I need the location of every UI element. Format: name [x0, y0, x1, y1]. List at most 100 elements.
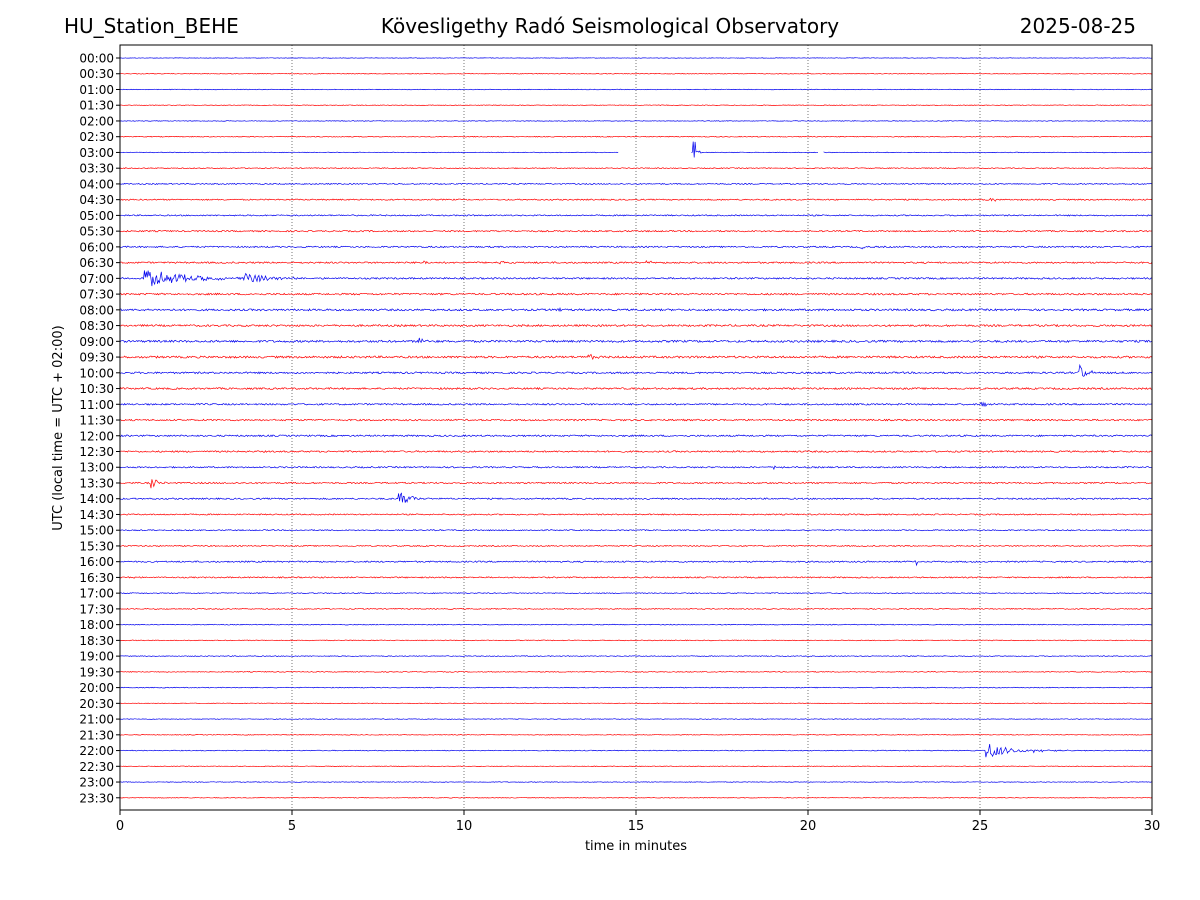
y-tick-label: 21:00 [79, 713, 114, 727]
y-tick-label: 16:30 [79, 571, 114, 585]
y-tick-label: 01:30 [79, 99, 114, 113]
y-tick-label: 18:30 [79, 634, 114, 648]
x-tick-label: 30 [1144, 819, 1161, 834]
trace-1400 [119, 492, 1153, 503]
trace-2230 [119, 765, 1153, 768]
y-tick-label: 10:30 [79, 382, 114, 396]
x-axis-label: time in minutes [585, 839, 687, 854]
y-tick-label: 15:00 [79, 524, 114, 538]
trace-2130 [119, 734, 1153, 736]
y-tick-label: 20:30 [79, 697, 114, 711]
trace-1800 [119, 623, 1153, 626]
trace-0200 [119, 120, 1153, 122]
y-tick-label: 17:00 [79, 587, 114, 601]
trace-0600 [119, 245, 1153, 250]
trace-0430 [119, 197, 1153, 202]
trace-0700 [119, 270, 1153, 287]
y-tick-label: 13:30 [79, 476, 114, 490]
y-tick-label: 06:30 [79, 256, 114, 270]
trace-0830 [119, 323, 1153, 328]
trace-0630 [119, 259, 1153, 265]
y-tick-label: 23:00 [79, 776, 114, 790]
station-name: HU_Station_BEHE [64, 14, 239, 38]
trace-1500 [119, 529, 1153, 532]
y-tick-label: 10:00 [79, 366, 114, 380]
trace-0930 [119, 353, 1153, 361]
y-tick-label: 18:00 [79, 618, 114, 632]
y-tick-label: 03:00 [79, 146, 114, 160]
trace-1230 [119, 450, 1153, 453]
y-tick-label: 09:00 [79, 335, 114, 349]
y-tick-label: 03:30 [79, 162, 114, 176]
x-tick-label: 15 [628, 819, 645, 834]
trace-2030 [119, 702, 1153, 705]
trace-1200 [119, 434, 1153, 438]
trace-1430 [119, 513, 1153, 516]
y-tick-label: 14:00 [79, 492, 114, 506]
x-tick-label: 25 [972, 819, 989, 834]
y-tick-label: 14:30 [79, 508, 114, 522]
y-tick-label: 01:00 [79, 83, 114, 97]
y-tick-label: 16:00 [79, 555, 114, 569]
y-tick-label: 22:30 [79, 760, 114, 774]
y-tick-label: 05:30 [79, 225, 114, 239]
trace-1130 [119, 418, 1153, 422]
trace-1900 [119, 655, 1153, 657]
grid-lines [291, 45, 981, 810]
trace-0730 [119, 292, 1153, 296]
chart-date: 2025-08-25 [1019, 14, 1136, 38]
x-tick-label: 20 [800, 819, 817, 834]
trace-2200 [119, 744, 1153, 758]
y-tick-label: 19:30 [79, 665, 114, 679]
y-tick-label: 13:00 [79, 461, 114, 475]
y-tick-label: 07:00 [79, 272, 114, 286]
trace-2000 [119, 686, 1153, 689]
y-tick-label: 15:30 [79, 539, 114, 553]
y-tick-label: 07:30 [79, 288, 114, 302]
trace-1030 [119, 387, 1153, 391]
trace-1100 [119, 401, 1153, 407]
trace-1630 [119, 576, 1153, 579]
trace-0330 [119, 167, 1153, 170]
y-tick-label: 20:00 [79, 681, 114, 695]
y-tick-label: 04:30 [79, 193, 114, 207]
y-tick-label: 00:30 [79, 67, 114, 81]
y-tick-label: 11:00 [79, 398, 114, 412]
y-tick-label: 04:00 [79, 177, 114, 191]
trace-group [119, 57, 1153, 799]
trace-0530 [119, 229, 1153, 233]
y-tick-label: 02:00 [79, 114, 114, 128]
y-tick-label: 09:30 [79, 351, 114, 365]
y-tick-label: 08:30 [79, 319, 114, 333]
x-tick-label: 0 [116, 819, 124, 834]
y-tick-label: 02:30 [79, 130, 114, 144]
trace-1000 [119, 363, 1153, 377]
x-tick-label: 10 [456, 819, 473, 834]
chart-title: Kövesligethy Radó Seismological Observat… [380, 14, 840, 38]
trace-2300 [119, 781, 1153, 783]
trace-1300 [119, 465, 1153, 471]
trace-0130 [119, 104, 1153, 106]
trace-1530 [119, 544, 1153, 548]
trace-1930 [119, 671, 1153, 673]
y-tick-label: 23:30 [79, 791, 114, 805]
x-tick-label: 5 [288, 819, 296, 834]
trace-1730 [119, 607, 1153, 610]
trace-0100 [119, 88, 1152, 91]
y-tick-label: 21:30 [79, 728, 114, 742]
y-tick-label: 05:00 [79, 209, 114, 223]
trace-0030 [119, 73, 1153, 75]
trace-2330 [119, 797, 1153, 799]
trace-0900 [119, 337, 1153, 344]
x-ticks: 0 5 10 15 20 25 30 [116, 810, 1160, 834]
y-tick-label: 00:00 [79, 52, 114, 66]
trace-2100 [119, 718, 1153, 720]
trace-0500 [119, 214, 1153, 217]
y-tick-label: 11:30 [79, 414, 114, 428]
y-tick-label: 17:30 [79, 602, 114, 616]
trace-1830 [119, 639, 1153, 642]
y-axis-label: UTC (local time = UTC + 02:00) [51, 325, 66, 530]
trace-1600 [119, 560, 1153, 567]
